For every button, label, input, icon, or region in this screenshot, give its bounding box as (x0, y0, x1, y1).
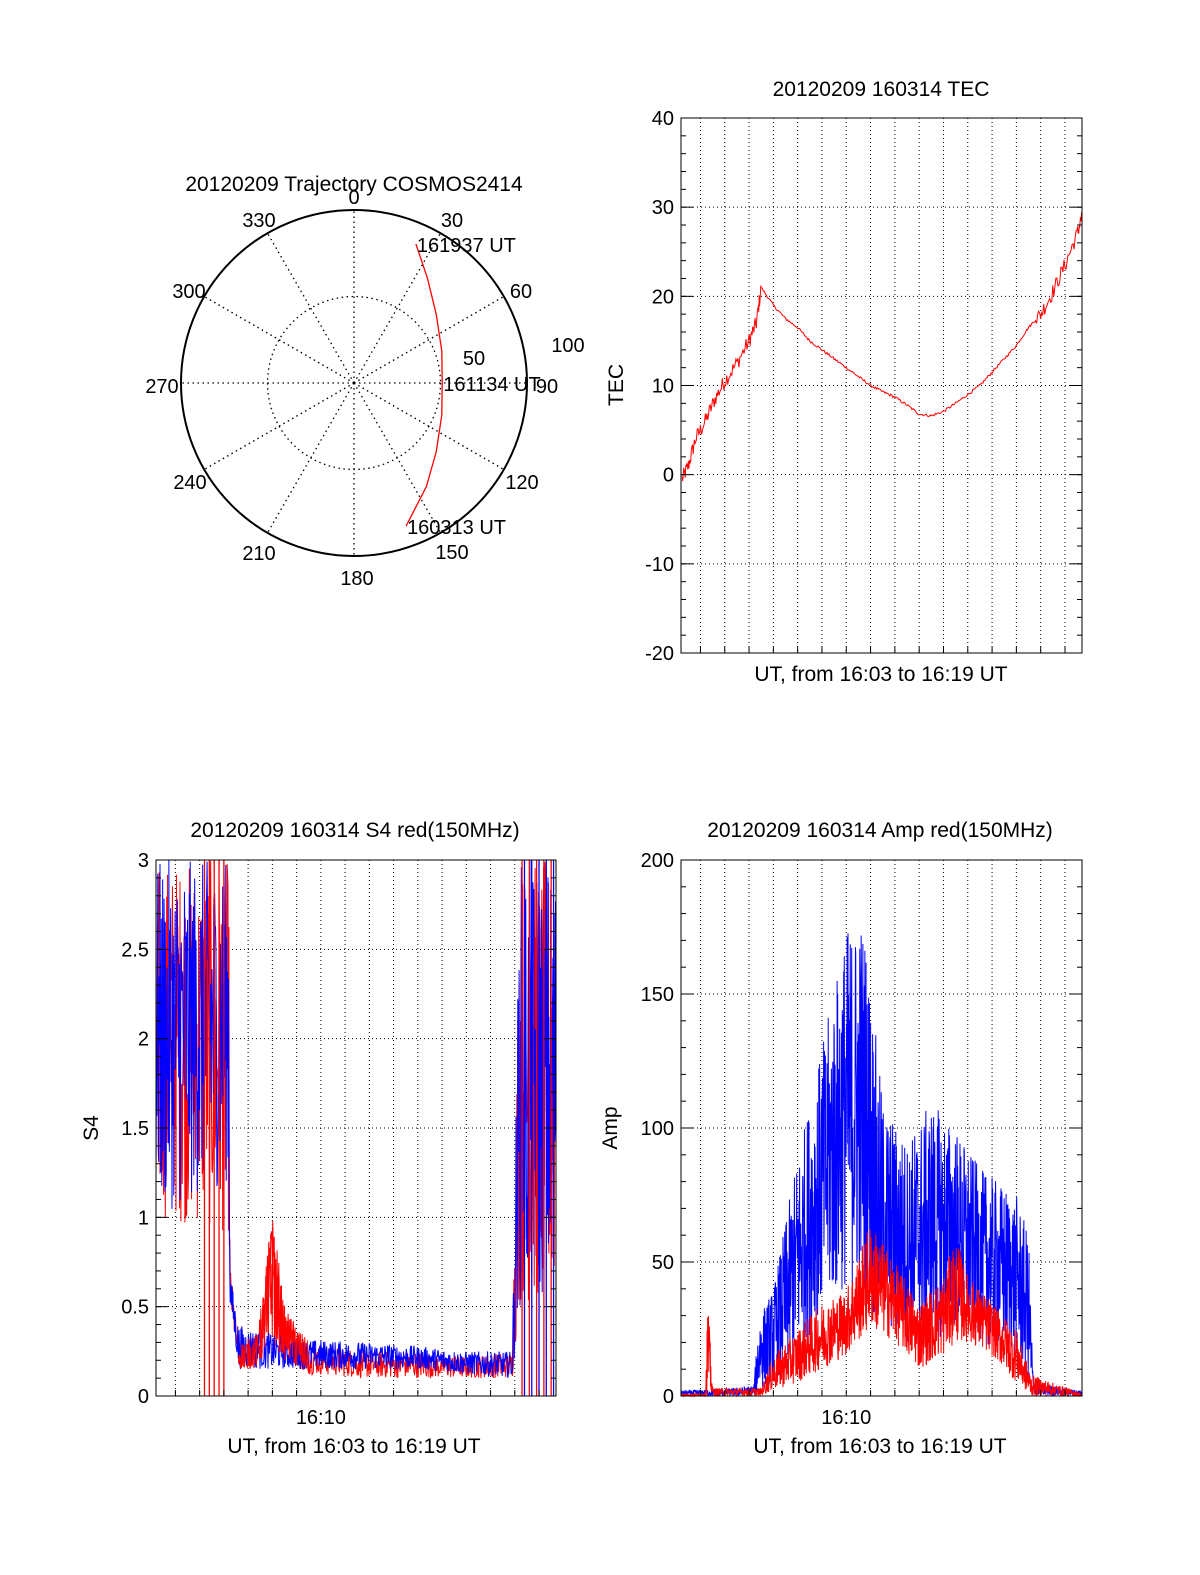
s4-title: 20120209 160314 S4 red(150MHz) (190, 819, 519, 842)
polar-spoke-330 (266, 232, 355, 384)
tec-title: 20120209 160314 TEC (773, 78, 990, 101)
y-tick-label: 10 (652, 376, 674, 398)
tec-series (681, 212, 1083, 482)
y-tick-label: 1.5 (121, 1118, 149, 1140)
y-tick-label: 50 (652, 1252, 674, 1274)
trajectory-series (405, 243, 443, 527)
amp-xlabel: UT, from 16:03 to 16:19 UT (753, 1435, 1006, 1458)
trajectory-panel: 20120209 Trajectory COSMOS2414 0 30 60 90 12… (145, 173, 584, 590)
y-tick-label: -20 (645, 643, 674, 665)
polar-spoke-120 (353, 382, 505, 471)
azimuth-label-120: 120 (505, 472, 538, 494)
amp-blue-line (680, 933, 1083, 1398)
s4-red-bump (237, 1220, 310, 1371)
azimuth-label-330: 330 (242, 210, 275, 232)
trajectory-annotations: 161937 UT 161134 UT 160313 UT (407, 235, 541, 539)
azimuth-label-150: 150 (435, 542, 468, 564)
x-tick-label: 16:10 (821, 1407, 871, 1429)
azimuth-label-300: 300 (172, 281, 205, 303)
tec-ylabel: TEC (605, 364, 628, 406)
y-tick-label: 200 (641, 850, 674, 872)
y-tick-label: 20 (652, 286, 674, 308)
s4-y-ticks: 0 0.5 1 1.5 2 2.5 3 (121, 850, 556, 1408)
s4-blue-line (155, 860, 557, 1378)
polar-spoke-240 (203, 382, 355, 471)
azimuth-labels: 0 30 60 90 120 150 180 210 240 270 300 330 (145, 187, 558, 590)
amp-x-ticks: 16:10 (821, 1407, 871, 1429)
tec-line (681, 212, 1083, 482)
azimuth-label-210: 210 (242, 543, 275, 565)
amp-series (680, 933, 1083, 1398)
y-tick-label: 40 (652, 108, 674, 130)
s4-ylabel: S4 (80, 1115, 103, 1141)
azimuth-label-90: 90 (536, 376, 558, 398)
tec-y-ticks: -20 -10 0 10 20 30 40 (645, 108, 1082, 665)
polar-spoke-210 (266, 382, 355, 534)
trajectory-title: 20120209 Trajectory COSMOS2414 (185, 173, 523, 196)
amp-title: 20120209 160314 Amp red(150MHz) (707, 819, 1053, 842)
y-tick-label: 0.5 (121, 1297, 149, 1319)
trajectory-annotation: 161937 UT (417, 235, 516, 257)
x-tick-label: 16:10 (296, 1407, 346, 1429)
trajectory-annotation: 160313 UT (407, 517, 506, 539)
polar-spoke-60 (353, 295, 505, 384)
amp-ylabel: Amp (599, 1106, 622, 1149)
tec-grid (681, 117, 1082, 654)
azimuth-label-180: 180 (340, 568, 373, 590)
s4-xlabel: UT, from 16:03 to 16:19 UT (227, 1435, 480, 1458)
amp-y-ticks: 0 50 100 150 200 (641, 850, 1082, 1408)
y-tick-label: 3 (138, 850, 149, 872)
y-tick-label: 0 (138, 1386, 149, 1408)
y-tick-label: -10 (645, 554, 674, 576)
trajectory-line (405, 243, 443, 527)
y-tick-label: 1 (138, 1207, 149, 1229)
y-tick-label: 0 (663, 1386, 674, 1408)
polar-outer-ring (180, 209, 528, 557)
polar-spoke-300 (203, 295, 355, 384)
y-tick-label: 2.5 (121, 939, 149, 961)
trajectory-annotation: 161134 UT (443, 374, 540, 396)
s4-panel: 20120209 160314 S4 red(150MHz) 0 0.5 1 1.5 2… (80, 819, 557, 1458)
polar-grid (180, 209, 528, 557)
azimuth-label-0: 0 (348, 187, 359, 209)
azimuth-label-240: 240 (173, 472, 206, 494)
azimuth-label-60: 60 (510, 281, 532, 303)
radius-label-100: 100 (551, 335, 584, 357)
amp-red-line (680, 1229, 1083, 1398)
azimuth-label-30: 30 (441, 210, 463, 232)
y-tick-label: 0 (663, 465, 674, 487)
polar-spoke-30 (353, 232, 442, 384)
y-tick-label: 150 (641, 984, 674, 1006)
polar-spoke-150 (353, 382, 442, 534)
radius-label-50: 50 (463, 348, 485, 370)
y-tick-label: 30 (652, 197, 674, 219)
y-tick-label: 100 (641, 1118, 674, 1140)
s4-x-ticks: 16:10 (296, 1407, 346, 1429)
tec-xlabel: UT, from 16:03 to 16:19 UT (754, 663, 1007, 686)
azimuth-label-270: 270 (145, 376, 178, 398)
y-tick-label: 2 (138, 1029, 149, 1051)
amp-panel: 20120209 160314 Amp red(150MHz) 0 50 100 15… (599, 819, 1083, 1458)
